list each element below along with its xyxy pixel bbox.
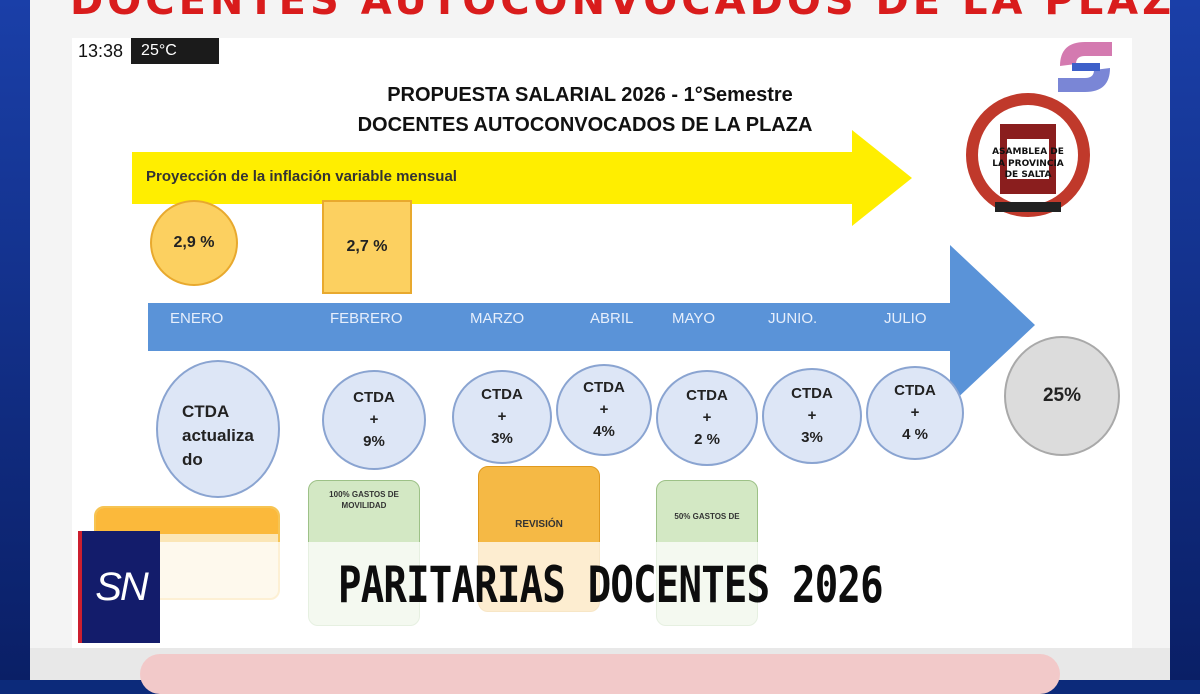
month-enero: ENERO bbox=[170, 310, 224, 327]
ctda-enero: CTDA actualiza do bbox=[156, 360, 280, 498]
ctda-label: CTDA bbox=[894, 382, 936, 399]
ctda-value: 3% bbox=[801, 429, 823, 446]
month-marzo: MARZO bbox=[470, 310, 525, 327]
svg-text:ASAMBLEA DE: ASAMBLEA DE bbox=[992, 147, 1064, 157]
ctda-enero-line2: actualiza bbox=[182, 426, 254, 445]
inflation-january: 2,9 % bbox=[150, 200, 238, 286]
ctda-enero-line1: CTDA bbox=[182, 402, 230, 421]
note-movilidad-100-text: 100% GASTOS DE MOVILIDAD bbox=[329, 490, 399, 510]
top-banner-text: DOCENTES AUTOCONVOCADOS DE LA PLAZA bbox=[70, 0, 1170, 24]
month-junio: JUNIO. bbox=[768, 310, 818, 327]
ctda-value: 4 % bbox=[902, 426, 928, 443]
background-left bbox=[0, 0, 30, 680]
lower-third: PARITARIAS DOCENTES 2026 bbox=[160, 542, 1132, 638]
ctda-julio: CTDA + 4 % bbox=[866, 366, 964, 460]
ctda-plus: + bbox=[807, 407, 817, 424]
ctda-plus: + bbox=[702, 409, 712, 426]
slide-title-line2: DOCENTES AUTOCONVOCADOS DE LA PLAZA bbox=[357, 114, 813, 136]
svg-text:DE SALTA: DE SALTA bbox=[1005, 170, 1052, 180]
inflation-label: Proyección de la inflación variable mens… bbox=[146, 168, 457, 185]
note-revision-text: REVISIÓN bbox=[515, 519, 563, 530]
ctda-mayo: CTDA + 2 % bbox=[656, 370, 758, 466]
channel-logo-text: SN bbox=[95, 564, 149, 609]
clock-time: 13:38 bbox=[72, 38, 130, 64]
ctda-plus: + bbox=[599, 401, 609, 418]
month-mayo: MAYO bbox=[672, 310, 716, 327]
timeline-arrow bbox=[148, 245, 1035, 405]
slide-title-line1: PROPUESTA SALARIAL 2026 - 1°Semestre bbox=[387, 84, 793, 106]
bottom-strip bbox=[30, 648, 1170, 694]
temperature: 25°C bbox=[131, 38, 220, 64]
ctda-value: 4% bbox=[593, 423, 615, 440]
channel-s-logo-icon bbox=[1058, 42, 1112, 92]
ctda-label: CTDA bbox=[481, 386, 523, 403]
total-percentage: 25% bbox=[1004, 336, 1120, 456]
headline-text: PARITARIAS DOCENTES 2026 bbox=[338, 556, 884, 614]
channel-logo: SN bbox=[78, 531, 160, 643]
note-box-header bbox=[96, 508, 278, 534]
ctda-label: CTDA bbox=[353, 389, 395, 406]
ctda-plus: + bbox=[910, 404, 920, 421]
ctda-label: CTDA bbox=[583, 379, 625, 396]
svg-text:LA PROVINCIA: LA PROVINCIA bbox=[992, 159, 1064, 169]
top-banner: DOCENTES AUTOCONVOCADOS DE LA PLAZA bbox=[30, 0, 1170, 26]
ctda-enero-line3: do bbox=[182, 450, 203, 469]
inflation-february: 2,7 % bbox=[322, 200, 412, 294]
ctda-value: 2 % bbox=[694, 431, 720, 448]
month-febrero: FEBRERO bbox=[330, 310, 403, 327]
background-shape bbox=[140, 654, 1060, 694]
ctda-junio: CTDA + 3% bbox=[762, 368, 862, 464]
ctda-plus: + bbox=[497, 408, 507, 425]
ctda-value: 9% bbox=[363, 433, 385, 450]
ctda-value: 3% bbox=[491, 430, 513, 447]
assembly-seal-logo: ASAMBLEA DE LA PROVINCIA DE SALTA bbox=[966, 93, 1090, 217]
ctda-label: CTDA bbox=[686, 387, 728, 404]
month-julio: JULIO bbox=[884, 310, 927, 327]
ctda-abril: CTDA + 4% bbox=[556, 364, 652, 456]
month-abril: ABRIL bbox=[590, 310, 634, 327]
ctda-marzo: CTDA + 3% bbox=[452, 370, 552, 464]
ctda-label: CTDA bbox=[791, 385, 833, 402]
background-right bbox=[1170, 0, 1200, 680]
note-movilidad-50-text: 50% GASTOS DE bbox=[674, 512, 740, 521]
ctda-febrero: CTDA + 9% bbox=[322, 370, 426, 470]
clock-widget: 13:38 25°C bbox=[72, 38, 220, 64]
ctda-plus: + bbox=[369, 411, 379, 428]
